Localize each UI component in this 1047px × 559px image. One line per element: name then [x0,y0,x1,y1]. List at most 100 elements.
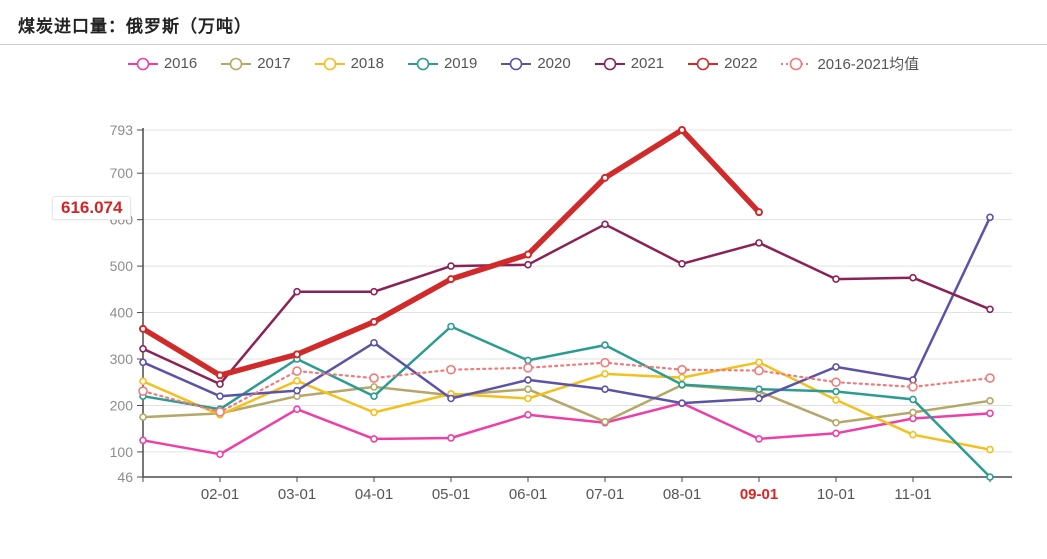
data-point [832,418,840,427]
legend-label: 2016 [163,55,198,72]
data-point [678,399,686,407]
data-point [986,473,994,481]
data-point [601,417,609,426]
data-point [447,262,455,270]
x-tick-label: 11-01 [894,486,931,503]
data-point [216,450,224,459]
data-point [293,405,301,413]
series-line-2018 [141,361,992,451]
legend-item-2022[interactable]: 2022 [688,55,757,72]
x-tick-label: 06-01 [509,486,547,503]
data-point [986,445,994,454]
data-point [370,383,378,391]
data-point [524,250,532,259]
data-point [601,385,609,394]
legend-item-2018[interactable]: 2018 [314,55,384,72]
data-point [447,434,455,442]
data-point [909,376,917,384]
data-point [447,322,455,331]
data-point [831,377,841,388]
legend-marker-icon [314,57,345,70]
data-point [909,395,917,404]
data-point [524,394,532,403]
data-point [677,364,687,375]
series-line-2022 [140,127,762,379]
data-point [678,126,686,134]
legend-item-2020[interactable]: 2020 [501,55,571,72]
data-point [909,408,917,417]
y-tick-label: 400 [110,305,134,321]
y-tick-label: 793 [110,122,134,138]
data-point [755,394,763,403]
series-2018 [139,358,994,454]
data-point [139,413,147,421]
x-tick-label: 10-01 [817,486,855,503]
data-point [601,173,609,182]
legend-marker-icon [127,57,158,70]
y-tick-label: 200 [110,397,134,413]
legend-item-2021[interactable]: 2021 [594,55,664,72]
data-point [370,287,378,296]
series-2016-2021均值 [138,357,995,417]
series-line-2016 [141,401,992,456]
data-point [755,358,763,367]
data-point [215,407,225,417]
data-point [832,275,840,283]
data-point [678,259,686,268]
legend-label: 2018 [350,55,384,72]
legend-item-2019[interactable]: 2019 [407,55,478,72]
last-value-badge: 616.074 [52,196,132,220]
y-tick-label: 500 [110,258,134,274]
data-point [524,376,532,384]
series-line-2020 [141,216,992,405]
data-point [832,396,840,404]
data-point [139,324,147,333]
y-tick-label: 300 [110,351,134,367]
legend-marker-icon [594,57,625,70]
data-point [986,305,994,314]
data-point [138,386,148,396]
data-point [216,392,224,400]
data-point [601,341,609,349]
data-point [832,387,840,396]
legend-marker-icon [407,57,438,70]
data-point [139,436,147,445]
data-point [678,380,686,389]
data-point [986,397,994,405]
data-point [293,287,301,296]
chart-title: 煤炭进口量：俄罗斯（万吨） [18,17,252,36]
data-point [139,344,147,353]
series-line-2021 [141,223,992,386]
legend-item-2017[interactable]: 2017 [221,55,291,72]
x-tick-label: 09-01 [740,486,778,503]
y-tick-label: 100 [110,444,134,460]
data-point [370,392,378,400]
data-point [909,430,917,439]
data-point [139,377,147,386]
data-point [370,408,378,417]
data-point [909,414,917,423]
x-tick-label: 02-01 [201,486,239,503]
data-point [370,338,378,347]
data-point [524,356,532,365]
data-point [678,373,686,382]
data-point [909,273,917,282]
data-point [755,208,763,217]
data-point [986,409,994,418]
legend-label: 2019 [443,55,478,72]
data-point [293,386,301,395]
data-point [755,239,763,247]
data-point [754,365,764,376]
data-point [985,373,995,383]
x-tick-label: 04-01 [355,486,393,503]
legend: 2016 2017 2018 2019 2020 2021 2022 2016-2021均值 [0,53,1047,74]
title-divider [0,44,1047,45]
data-point [755,385,763,394]
data-point [524,260,532,269]
data-point [370,435,378,443]
data-point [832,429,840,438]
legend-marker-icon [781,57,812,70]
legend-item-2016[interactable]: 2016 [127,55,198,72]
legend-item-2016-2021均值[interactable]: 2016-2021均值 [781,53,919,74]
